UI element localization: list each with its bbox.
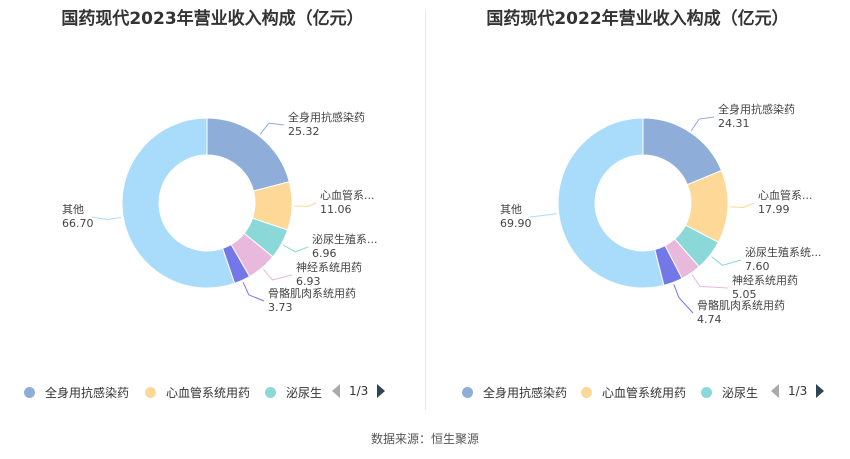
- legend-page-indicator: 1/3: [788, 384, 808, 398]
- label-leader-line: [711, 256, 742, 266]
- label-leader-line: [529, 213, 557, 218]
- label-leader-line: [293, 202, 317, 208]
- legend-label: 泌尿生: [286, 386, 323, 400]
- legend: 全身用抗感染药 心血管系统用药 泌尿生 1/3: [0, 384, 425, 404]
- slice-value-label: 24.31: [718, 117, 750, 130]
- legend-item-urogenital[interactable]: 泌尿生: [265, 384, 322, 401]
- pie-slice-anti-infective[interactable]: [642, 117, 723, 186]
- slice-category-label: 神经系统用药: [732, 273, 798, 287]
- legend-item-urogenital[interactable]: 泌尿生: [701, 384, 758, 401]
- slice-category-label: 其他: [62, 203, 84, 216]
- legend-pager: 1/3: [332, 384, 386, 398]
- legend-marker: [701, 387, 712, 398]
- legend-item-anti-infective[interactable]: 全身用抗感染药: [24, 384, 129, 401]
- label-leader-line: [691, 274, 729, 289]
- chart-panel-2023: 国药现代2023年营业收入构成（亿元） 全身用抗感染药 25.32 心血管系... 1…: [0, 0, 425, 420]
- slice-value-label: 6.96: [312, 247, 337, 260]
- legend-label: 全身用抗感染药: [483, 386, 568, 400]
- slice-value-label: 69.90: [500, 217, 532, 230]
- chart-title: 国药现代2023年营业收入构成（亿元）: [61, 9, 364, 29]
- legend-label: 全身用抗感染药: [45, 386, 130, 400]
- data-source: 数据来源：恒生聚源: [370, 432, 479, 446]
- legend-pager: 1/3: [771, 384, 825, 398]
- legend-prev-icon[interactable]: [332, 384, 340, 398]
- slice-value-label: 7.60: [745, 260, 770, 273]
- pie-slice-other[interactable]: [121, 117, 236, 289]
- slice-category-label: 泌尿生殖系统...: [745, 245, 822, 259]
- legend-label: 泌尿生: [722, 386, 759, 400]
- chart-panel-2022: 国药现代2022年营业收入构成（亿元） 全身用抗感染药 24.31 心血管系... 1…: [425, 0, 850, 420]
- slice-category-label: 骨骼肌肉系统用药: [697, 298, 785, 312]
- slice-category-label: 神经系统用药: [296, 260, 362, 274]
- slice-value-label: 6.93: [296, 275, 321, 288]
- legend-item-anti-infective[interactable]: 全身用抗感染药: [462, 384, 567, 401]
- label-leader-line: [91, 216, 122, 221]
- legend-marker: [145, 387, 156, 398]
- pie-slice-other[interactable]: [557, 117, 665, 289]
- legend-label: 心血管系统用药: [602, 386, 687, 400]
- legend-marker: [24, 387, 35, 398]
- slice-value-label: 25.32: [288, 125, 320, 138]
- label-leader-line: [690, 116, 715, 131]
- label-leader-line: [242, 281, 265, 302]
- legend-next-icon[interactable]: [377, 384, 386, 398]
- legend-marker: [265, 387, 276, 398]
- legend-marker: [581, 387, 592, 398]
- slice-value-label: 11.06: [320, 203, 352, 216]
- legend-item-cardiovascular[interactable]: 心血管系统用药: [145, 384, 250, 401]
- label-leader-line: [259, 122, 285, 135]
- legend-prev-icon[interactable]: [771, 384, 779, 398]
- label-leader-line: [673, 284, 694, 314]
- legend-page-indicator: 1/3: [349, 384, 369, 398]
- chart-title: 国药现代2022年营业收入构成（亿元）: [486, 9, 789, 29]
- slice-category-label: 泌尿生殖系...: [312, 232, 378, 246]
- slice-value-label: 4.74: [697, 313, 722, 326]
- label-leader-line: [263, 268, 293, 281]
- legend-label: 心血管系统用药: [166, 386, 251, 400]
- slice-value-label: 66.70: [62, 217, 94, 230]
- slice-value-label: 17.99: [758, 203, 790, 216]
- legend: 全身用抗感染药 心血管系统用药 泌尿生 1/3: [425, 384, 850, 404]
- label-leader-line: [282, 244, 309, 253]
- legend-item-cardiovascular[interactable]: 心血管系统用药: [581, 384, 686, 401]
- slice-value-label: 5.05: [732, 288, 757, 301]
- slice-category-label: 其他: [500, 203, 522, 216]
- slice-category-label: 心血管系...: [758, 188, 813, 202]
- slice-category-label: 全身用抗感染药: [288, 110, 365, 124]
- slice-category-label: 心血管系...: [320, 188, 375, 202]
- slice-category-label: 骨骼肌肉系统用药: [268, 286, 356, 300]
- pie-slice-anti-infective[interactable]: [206, 117, 290, 192]
- slice-value-label: 3.73: [268, 301, 293, 314]
- label-leader-line: [729, 202, 755, 208]
- legend-marker: [462, 387, 473, 398]
- panel-divider: [425, 10, 426, 410]
- legend-next-icon[interactable]: [816, 384, 825, 398]
- slice-category-label: 全身用抗感染药: [718, 102, 795, 116]
